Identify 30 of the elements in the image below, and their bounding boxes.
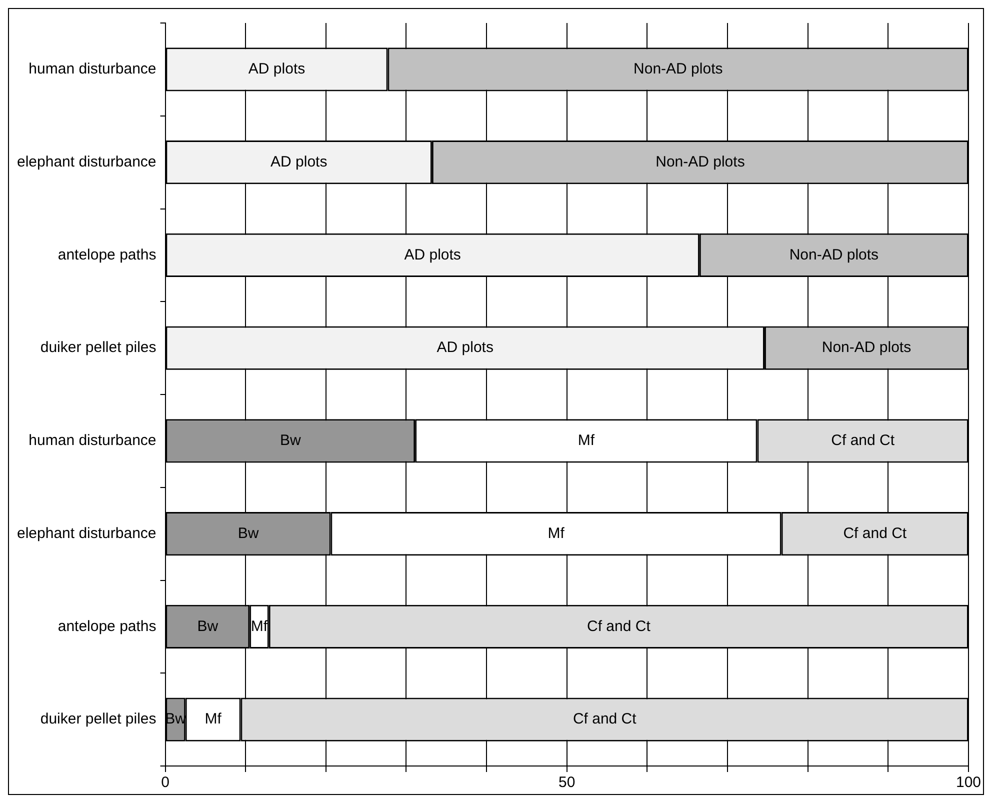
series-label: AD plots xyxy=(436,339,494,356)
text: Cf and Ct xyxy=(843,524,907,542)
y-tick-label: human disturbance xyxy=(28,60,156,78)
text: Non-AD plots xyxy=(634,60,723,78)
text: Cf and Ct xyxy=(572,710,636,728)
text: Mf xyxy=(548,524,564,542)
y-tick-label: elephant disturbance xyxy=(16,153,156,170)
y-tick-label: elephant disturbance xyxy=(16,524,156,542)
y-tick-label: duiker pellet piles xyxy=(40,710,156,728)
y-tick-label: human disturbance xyxy=(28,432,156,450)
text: Non-AD plots xyxy=(789,246,879,264)
x-tick-label: 0 xyxy=(161,774,170,792)
series-label: Mf xyxy=(250,618,268,635)
text: Cf and Ct xyxy=(587,618,650,635)
text: Mf xyxy=(204,710,222,728)
text: Bw xyxy=(197,618,218,635)
text: Bw xyxy=(238,524,259,542)
text: Mf xyxy=(578,432,594,450)
x-tick-label: 100 xyxy=(956,774,981,792)
text: AD plots xyxy=(248,60,306,78)
y-tick-label: duiker pellet piles xyxy=(40,339,156,356)
text: Non-AD plots xyxy=(656,153,745,170)
text: Bw xyxy=(280,432,301,450)
x-tick-label: 50 xyxy=(558,774,576,792)
y-tick-label: antelope paths xyxy=(58,246,156,264)
series-label: Cf and Ct xyxy=(831,432,896,450)
series-label: Non-AD plots xyxy=(822,339,912,356)
text: AD plots xyxy=(404,246,461,264)
y-tick-label: antelope paths xyxy=(58,618,156,635)
text: AD plots xyxy=(270,153,328,170)
